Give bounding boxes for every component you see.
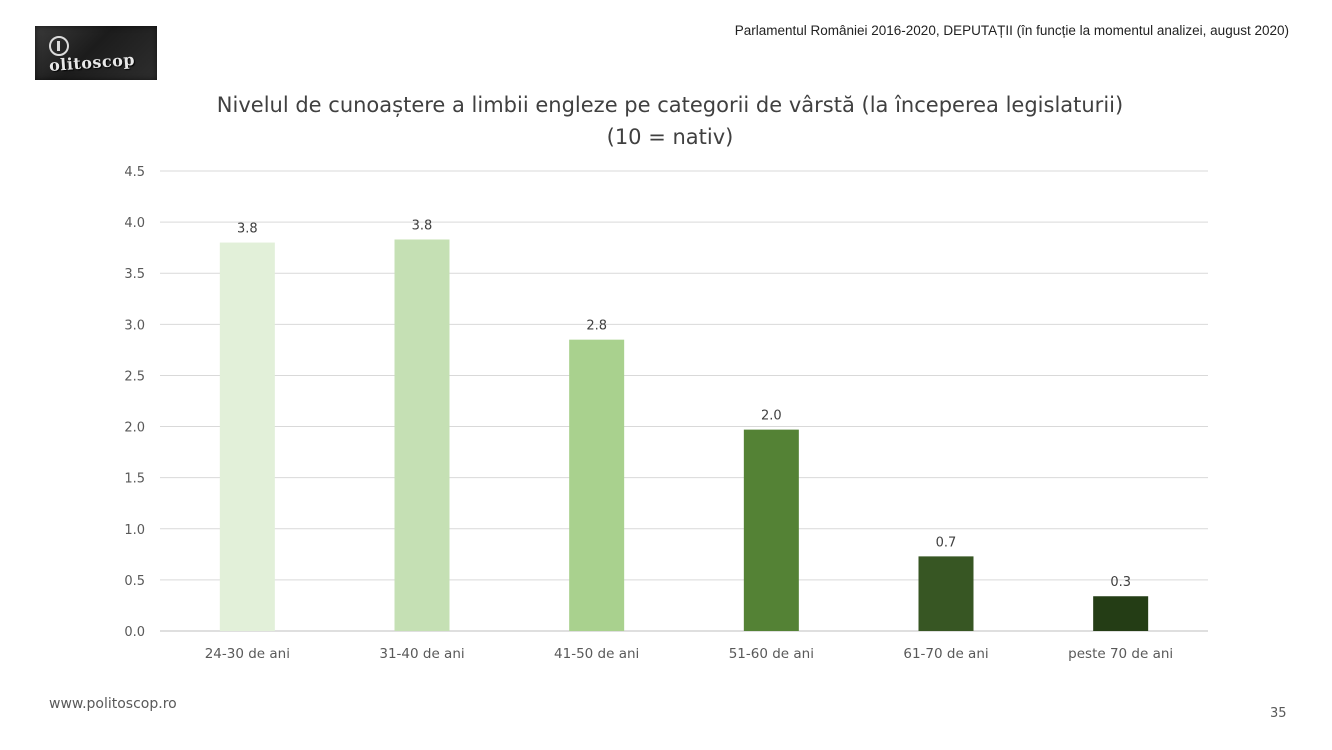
y-tick-label: 2.0	[124, 421, 145, 436]
bar	[918, 556, 974, 631]
y-tick-label: 4.0	[124, 216, 145, 231]
logo-mark-icon	[49, 36, 69, 56]
bar	[1093, 596, 1149, 631]
bar	[569, 339, 625, 631]
y-tick-label: 0.5	[124, 574, 145, 589]
data-label: 0.7	[936, 535, 957, 550]
data-label: 0.3	[1110, 575, 1131, 590]
x-tick-label: peste 70 de ani	[1068, 646, 1173, 662]
y-tick-label: 3.0	[124, 318, 145, 333]
bar	[219, 242, 275, 632]
header-note: Parlamentul României 2016-2020, DEPUTAȚI…	[734, 23, 1289, 38]
x-tick-label: 41-50 de ani	[554, 646, 639, 662]
y-tick-label: 1.0	[124, 523, 145, 538]
x-tick-label: 31-40 de ani	[379, 646, 464, 662]
data-label: 2.8	[586, 319, 607, 334]
data-label: 3.8	[237, 222, 258, 237]
data-label: 2.0	[761, 409, 782, 424]
x-tick-label: 24-30 de ani	[205, 646, 290, 662]
y-tick-label: 3.5	[124, 267, 145, 282]
data-label: 3.8	[412, 218, 433, 233]
chart-subtitle: (10 = nativ)	[606, 125, 734, 149]
y-tick-label: 1.5	[124, 472, 145, 487]
y-tick-label: 0.0	[124, 625, 145, 640]
footer-url: www.politoscop.ro	[49, 696, 177, 712]
politoscop-logo: olitoscop	[35, 26, 157, 80]
page-number: 35	[1270, 706, 1287, 721]
x-tick-label: 61-70 de ani	[903, 646, 988, 662]
chart-title: Nivelul de cunoaștere a limbii engleze p…	[216, 93, 1124, 117]
y-tick-label: 2.5	[124, 369, 145, 384]
x-tick-label: 51-60 de ani	[729, 646, 814, 662]
y-tick-label: 4.5	[124, 165, 145, 180]
bar	[743, 429, 799, 631]
bar	[394, 239, 450, 631]
